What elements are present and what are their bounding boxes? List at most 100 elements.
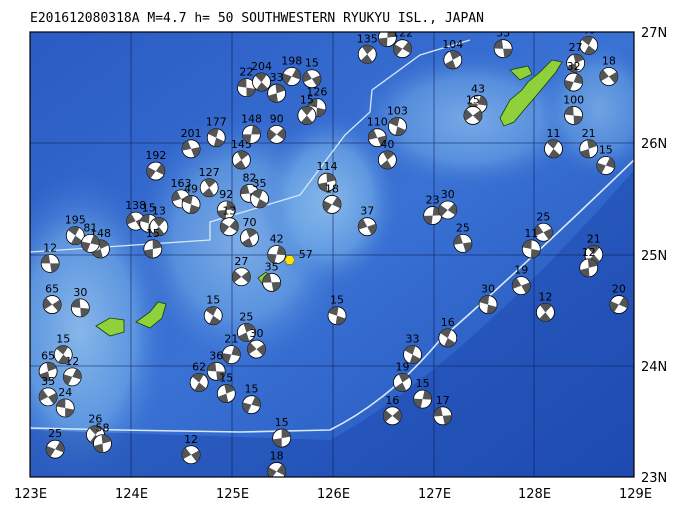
depth-label: 30 [73,286,87,299]
depth-label: 19 [395,360,409,373]
beachball-quadrants [242,396,261,413]
focal-mechanism: 195 [65,214,86,245]
focal-mechanism: 148 [241,112,262,144]
depth-label: 20 [612,283,626,296]
lat-label-24n: 24N [641,360,667,375]
focal-mechanism: 30 [247,327,266,359]
beachball-quadrants [378,32,397,47]
beachball-quadrants [92,239,109,258]
depth-label: 16 [441,316,455,329]
depth-label: 201 [181,127,202,140]
beachball-quadrants [267,464,286,477]
focal-mechanism: 35 [250,177,269,209]
focal-mechanism: 11 [521,227,541,259]
depth-label: 35 [253,177,267,190]
beachball-quadrants [308,98,326,117]
focal-mechanism: 42 [267,233,287,264]
beachball-quadrants [222,346,241,364]
focal-mechanism: 62 [189,360,209,392]
beachball-quadrants [251,189,268,208]
focal-mechanism: 58 [93,422,112,454]
focal-mechanism: 12 [62,355,82,387]
beachball-quadrants [208,128,225,147]
lon-label-127e: 127E [418,487,451,502]
beachball-quadrants [318,173,336,192]
beachball-quadrants [380,150,395,169]
depth-label: 21 [224,333,238,346]
depth-label: 37 [360,205,374,218]
beachball-quadrants [192,373,207,392]
focal-mechanism: 13 [149,205,169,237]
focal-mechanism: 33 [267,71,287,103]
beachball-quadrants [539,303,552,322]
depth-label: 35 [265,260,279,273]
depth-label: 81 [83,221,97,234]
depth-label: 27 [569,41,583,54]
focal-mechanism: 13 [219,205,239,237]
beachball-quadrants [267,245,286,264]
beachball-quadrants [567,54,584,73]
lon-label-124e: 124E [115,487,148,502]
focal-mechanism: 25 [237,310,256,342]
beachball-quadrants [56,399,75,418]
depth-label: 18 [602,55,616,68]
lon-labels: 123E 124E 125E 126E 127E 128E 129E [14,487,652,502]
depth-label: 15 [146,227,160,240]
depth-label: 92 [219,188,233,201]
depth-label: 62 [192,360,206,373]
beachball-quadrants [282,68,301,85]
beachball-quadrants [205,306,221,325]
focal-mechanism: 18 [267,449,287,477]
depth-label: 15 [305,57,319,70]
beachball-quadrants [581,36,596,55]
beachball-quadrants [395,373,410,392]
beachball-quadrants [217,384,235,403]
depth-label: 30 [481,283,495,296]
depth-label: 65 [45,283,59,296]
beachball-quadrants [81,234,100,252]
beachball-quadrants [438,203,457,217]
beachball-quadrants [564,106,583,125]
beachball-quadrants [393,41,412,56]
beachball-quadrants [220,219,239,234]
beachball-quadrants [63,368,82,385]
focal-mechanism: 16 [382,394,402,426]
focal-mechanism: 14 [377,32,397,47]
depth-label: 15 [206,294,220,307]
depth-label: 33 [270,71,284,84]
focal-mechanism: 12 [181,433,201,465]
focal-mechanism: 110 [367,116,388,148]
beachball-quadrants [546,139,561,158]
focal-mechanism: 12 [40,241,60,273]
beachball-quadrants [360,45,374,64]
depth-label: 22 [239,66,253,79]
beachball-quadrants [404,345,421,364]
focal-mechanism: 25 [45,427,65,459]
focal-mechanism: 65 [38,349,58,381]
beachball-quadrants [302,71,321,87]
trench-deep [30,170,634,477]
beachball-quadrants [182,447,201,462]
focal-mechanism: 11 [544,127,563,159]
beachball-quadrants [93,434,112,453]
focal-mechanism: 15 [272,416,292,448]
focal-mechanism: 12 [536,290,555,322]
depth-label: 25 [536,210,550,223]
focal-mechanism: 33 [403,333,422,365]
focal-mechanism: 15 [203,294,223,326]
map-border [29,31,635,478]
beachball-quadrants [255,73,268,92]
depth-label: 12 [582,246,596,259]
focal-mechanism: 32 [564,60,583,92]
lat-label-27n: 27N [641,26,667,41]
beachball-quadrants [146,163,165,179]
depth-label: 25 [239,310,253,323]
beachball-quadrants [46,441,65,457]
depth-label: 127 [199,166,220,179]
depth-label: 70 [242,216,256,229]
beachball-quadrants [323,196,341,212]
focal-mechanism: 25 [534,210,553,242]
beachball-quadrants [413,390,432,408]
